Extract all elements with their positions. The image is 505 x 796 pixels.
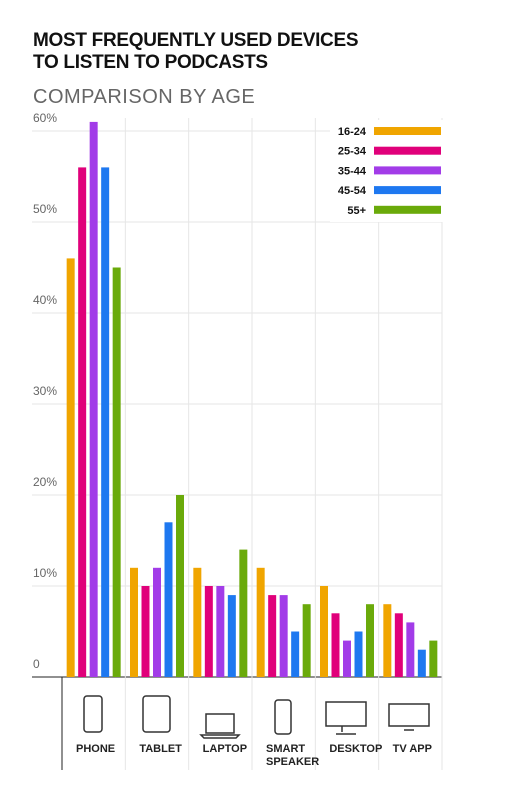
legend-label: 16-24 [338, 126, 367, 138]
bar [176, 495, 184, 677]
legend-swatch [374, 205, 441, 214]
y-tick-label: 60% [33, 111, 57, 125]
bar [268, 595, 277, 677]
y-tick-label: 20% [33, 475, 57, 489]
bar [279, 595, 288, 677]
bar [89, 121, 98, 677]
y-tick-label: 40% [33, 293, 57, 307]
x-tick-label: DESKTOP [329, 743, 383, 755]
bar [141, 586, 150, 677]
legend-swatch [374, 186, 441, 195]
bar [256, 567, 265, 677]
y-tick-label: 30% [33, 384, 57, 398]
tablet-icon [142, 695, 171, 733]
bar [320, 586, 328, 677]
bar [366, 604, 374, 677]
y-tick-label: 10% [33, 566, 57, 580]
legend-label: 55+ [347, 205, 366, 217]
legend-label: 25-34 [338, 146, 367, 158]
bar [153, 567, 161, 677]
bar [291, 631, 300, 677]
bar [417, 649, 426, 677]
chart-subtitle: COMPARISON BY AGE [33, 86, 256, 108]
bar [164, 522, 173, 677]
bar [429, 640, 438, 677]
bar [204, 586, 213, 677]
x-tick-label: TABLET [139, 743, 182, 755]
icons [83, 695, 430, 739]
bar [112, 267, 121, 677]
bar [406, 622, 415, 677]
desktop-icon [325, 701, 367, 735]
x-tick-label: SMART SPEAKER [266, 743, 320, 768]
bar [216, 586, 225, 677]
bar [343, 640, 351, 677]
bar [394, 613, 403, 677]
bar [78, 167, 87, 677]
legend-swatch [374, 166, 441, 175]
bar [354, 631, 363, 677]
bar [331, 613, 340, 677]
y-tick-label: 50% [33, 202, 57, 216]
bar [227, 595, 236, 677]
bar [66, 258, 75, 677]
legend-label: 45-54 [338, 185, 367, 197]
bar [302, 604, 311, 677]
bar [383, 604, 392, 677]
bar [130, 567, 138, 677]
speaker-icon [274, 699, 292, 735]
y-tick-label: 0 [33, 657, 40, 671]
laptop-icon [199, 713, 241, 739]
x-tick-label: LAPTOP [202, 743, 248, 755]
chart-title: MOST FREQUENTLY USED DEVICES TO LISTEN T… [33, 30, 359, 73]
bar [239, 549, 248, 677]
bar [101, 167, 110, 677]
x-tick-label: PHONE [76, 743, 116, 755]
phone-icon [83, 695, 103, 733]
legend-swatch [374, 146, 441, 155]
legend-label: 35-44 [338, 165, 367, 177]
tv-icon [388, 703, 430, 731]
bar [193, 567, 202, 677]
legend-swatch [374, 127, 441, 135]
x-tick-label: TV APP [392, 743, 432, 755]
